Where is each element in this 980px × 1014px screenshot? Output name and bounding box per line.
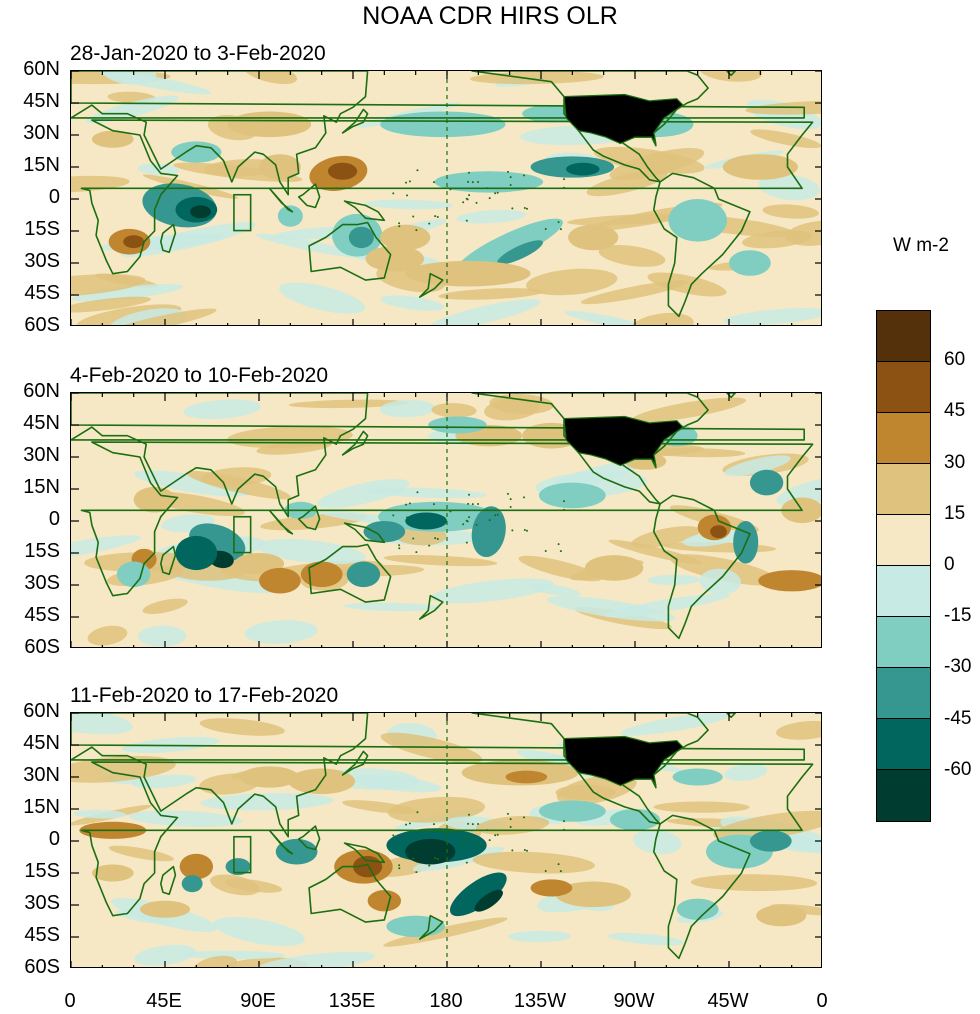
y-tick-label: 60N (23, 380, 60, 402)
coastlines (71, 393, 814, 640)
olr-anomaly-field (71, 71, 821, 325)
x-tick-label: 45E (146, 990, 182, 1012)
y-tick-label: 15S (24, 540, 60, 562)
conus-land-mask (563, 93, 684, 145)
colorbar-label: 30 (944, 451, 966, 473)
y-tick-label: 60N (23, 58, 60, 80)
coastlines (71, 71, 814, 318)
y-tick-label: 15N (23, 476, 60, 498)
y-tick-label: 15N (23, 154, 60, 176)
y-tick-label: 15S (24, 218, 60, 240)
y-tick-label: 30N (23, 764, 60, 786)
panel-title-3: 11-Feb-2020 to 17-Feb-2020 (70, 684, 339, 707)
colorbar-swatch (877, 770, 930, 821)
y-tick-label: 45S (24, 604, 60, 626)
y-tick-label: 0 (48, 508, 60, 530)
y-tick-label: 45N (23, 732, 60, 754)
x-tick-label: 0 (816, 990, 828, 1012)
colorbar-label: -60 (944, 758, 972, 780)
colorbar-swatch (877, 362, 930, 413)
olr-anomaly-field (71, 713, 821, 967)
colorbar-label: 60 (944, 349, 966, 371)
x-tick-label: 0 (64, 990, 76, 1012)
y-tick-label: 30N (23, 444, 60, 466)
y-tick-label: 45S (24, 924, 60, 946)
y-tick-label: 30N (23, 122, 60, 144)
colorbar-label: 0 (944, 554, 955, 575)
figure-title: NOAA CDR HIRS OLR (362, 2, 618, 30)
colorbar-swatch (877, 617, 930, 668)
conus-land-mask (563, 415, 684, 467)
x-tick-label: 90W (613, 990, 655, 1012)
y-tick-label: 15N (23, 796, 60, 818)
x-tick-label: 135E (328, 990, 376, 1012)
y-tick-label: 15S (24, 860, 60, 882)
colorbar-swatch (877, 413, 930, 464)
colorbar-swatch (877, 566, 930, 617)
y-tick-label: 45S (24, 282, 60, 304)
y-tick-label: 60S (24, 314, 60, 336)
olr-map-panel-3 (70, 712, 822, 968)
x-tick-label: 135W (513, 990, 567, 1012)
y-tick-label: 60S (24, 636, 60, 658)
y-tick-label: 30S (24, 250, 60, 272)
colorbar-label: 15 (944, 502, 966, 524)
panel-title-2: 4-Feb-2020 to 10-Feb-2020 (70, 364, 328, 387)
conus-land-mask (563, 735, 684, 787)
y-tick-label: 30S (24, 572, 60, 594)
y-tick-label: 45N (23, 412, 60, 434)
y-tick-label: 60N (23, 700, 60, 722)
y-tick-label: 45N (23, 90, 60, 112)
colorbar-swatch (877, 311, 930, 362)
olr-map-panel-2 (70, 392, 822, 648)
colorbar-swatch (877, 719, 930, 770)
coastlines (71, 713, 814, 960)
colorbar-label: -30 (944, 656, 972, 678)
olr-anomaly-field (71, 393, 821, 647)
x-tick-label: 180 (429, 990, 463, 1012)
colorbar-swatch (877, 668, 930, 719)
colorbar-label: -15 (944, 605, 972, 627)
colorbar (876, 310, 931, 822)
colorbar-units: W m-2 (893, 235, 949, 256)
colorbar-label: 45 (944, 400, 966, 422)
y-tick-label: 0 (48, 828, 60, 850)
x-tick-label: 45W (707, 990, 749, 1012)
olr-map-panel-1 (70, 70, 822, 326)
panel-title-1: 28-Jan-2020 to 3-Feb-2020 (70, 42, 326, 65)
colorbar-swatch (877, 515, 930, 566)
colorbar-label: -45 (944, 707, 972, 729)
colorbar-swatch (877, 464, 930, 515)
y-tick-label: 0 (48, 186, 60, 208)
y-tick-label: 30S (24, 892, 60, 914)
y-tick-label: 60S (24, 956, 60, 978)
x-tick-label: 90E (240, 990, 276, 1012)
